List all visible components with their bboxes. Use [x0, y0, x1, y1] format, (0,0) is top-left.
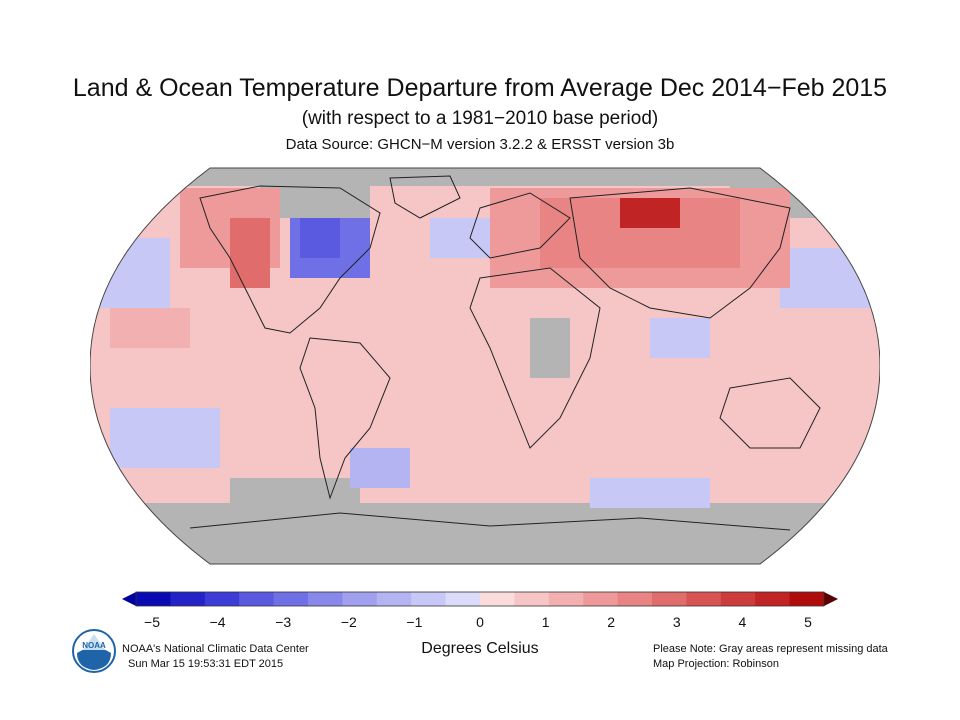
south-america-outline [299, 337, 391, 500]
noaa-logo-text: NOAA [82, 641, 106, 650]
colorbar-swatch [445, 592, 481, 606]
colorbar-swatch [617, 592, 653, 606]
map-frame [90, 167, 880, 565]
colorbar-swatch [136, 592, 171, 606]
colorbar-swatch [720, 592, 756, 606]
colorbar-tick-label: −1 [406, 614, 423, 630]
north-atlantic-cool-patch [430, 218, 490, 258]
colorbar-swatch [239, 592, 275, 606]
indian-ocean-cool-patch [650, 318, 710, 358]
europe-outline [469, 192, 571, 259]
colorbar-tick-label: 1 [541, 614, 550, 630]
footer-missing-data-note: Please Note: Gray areas represent missin… [653, 643, 888, 655]
colorbar-swatch [652, 592, 687, 606]
colorbar-tick-label: 0 [476, 614, 484, 630]
colorbar-tick-label: 4 [738, 614, 747, 630]
eastern-pacific-warm-patch [110, 308, 190, 348]
colorbar-tick-label: 2 [607, 614, 616, 630]
colorbar-swatch [514, 592, 550, 606]
colorbar-tick-label: −4 [209, 614, 226, 630]
colorbar-swatch [411, 592, 447, 606]
west-north-america-warm-patch [230, 218, 270, 288]
north-pacific-west-cool-patch [90, 238, 170, 308]
colorbar-swatch [583, 592, 619, 606]
colorbar-tick-label: −3 [275, 614, 292, 630]
greenland-outline [389, 175, 461, 219]
south-pacific-cool-patch [110, 408, 220, 468]
southern-indian-cool-patch [590, 478, 710, 508]
north-pacific-east-cool-patch [780, 248, 880, 308]
colorbar-tick-label: −2 [340, 614, 357, 630]
australia-outline [719, 377, 821, 449]
colorbar [122, 591, 838, 607]
antarctica-outline [189, 512, 791, 531]
map-title: Land & Ocean Temperature Departure from … [72, 74, 888, 102]
colorbar-swatch [686, 592, 722, 606]
colorbar-tick-label: −5 [144, 614, 160, 630]
colorbar-swatch [204, 592, 240, 606]
map-subtitle: (with respect to a 1981−2010 base period… [301, 108, 659, 129]
footer-timestamp: Sun Mar 15 19:53:31 EDT 2015 [128, 658, 284, 670]
colorbar-swatch [273, 592, 309, 606]
colorbar-units: Degrees Celsius [421, 640, 539, 657]
south-atlantic-cool-patch [350, 448, 410, 488]
colorbar-swatch [170, 592, 206, 606]
central-africa-missing-region [530, 318, 570, 378]
eastern-north-america-cold-core [300, 218, 340, 258]
continent-outlines [189, 175, 821, 531]
colorbar-swatch [308, 592, 343, 606]
colorbar-swatch [548, 592, 584, 606]
asia-outline [569, 187, 791, 319]
colorbar-swatch [480, 592, 515, 606]
colorbar-warm-overflow [824, 592, 838, 606]
colorbar-swatch [342, 592, 378, 606]
noaa-logo: NOAA [72, 629, 116, 673]
antarctic-missing-region [90, 503, 880, 564]
colorbar-tick-label: 3 [672, 614, 681, 630]
colorbar-tick-label: 5 [804, 614, 812, 630]
colorbar-swatch [789, 592, 825, 606]
colorbar-border [135, 591, 825, 607]
colorbar-swatch [755, 592, 791, 606]
world-temperature-map [90, 167, 880, 565]
siberia-hotspot [620, 198, 680, 228]
africa-outline [469, 267, 601, 449]
north-america-outline [199, 185, 381, 334]
colorbar-swatch [376, 592, 412, 606]
colorbar-cold-overflow [122, 592, 136, 606]
footer-projection: Map Projection: Robinson [653, 658, 779, 670]
southern-ocean-missing-region [230, 478, 360, 508]
footer-org: NOAA's National Climatic Data Center [122, 643, 309, 655]
data-source: Data Source: GHCN−M version 3.2.2 & ERSS… [285, 136, 675, 153]
